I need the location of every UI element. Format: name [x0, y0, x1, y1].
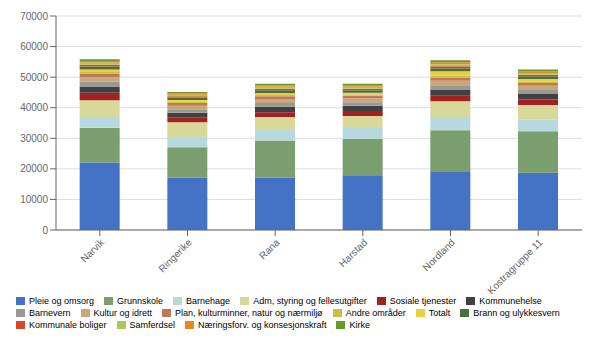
svg-text:40000: 40000 [20, 102, 48, 113]
html-text:Grunnskole: Grunnskole [117, 296, 164, 306]
html-text:Kultur og idrett: Kultur og idrett [93, 308, 153, 318]
html-text:Kommunale boliger: Kommunale boliger [29, 320, 107, 330]
html-text:Samferdsel: Samferdsel [129, 320, 176, 330]
html-text:Kommunehelse: Kommunehelse [479, 296, 542, 306]
html-text:Barnevern: Barnevern [29, 308, 71, 318]
svg-text:50000: 50000 [20, 72, 48, 83]
html-text:Brann og ulykkesvern: Brann og ulykkesvern [473, 308, 560, 318]
svg-text:Ringerike: Ringerike [156, 236, 194, 274]
svg-text:10000: 10000 [20, 194, 48, 205]
html-text:Næringsforv. og konsesjonskraf: Næringsforv. og konsesjonskraft [198, 320, 327, 330]
html-text:Andre områder: Andre områder [345, 308, 406, 318]
html-text:Plan, kulturminner, natur og n: Plan, kulturminner, natur og nærmiljø [175, 308, 323, 318]
svg-text:0: 0 [42, 225, 48, 236]
html-text:Totalt: Totalt [428, 308, 451, 318]
html-text:Kirke: Kirke [349, 320, 370, 330]
svg-text:70000: 70000 [20, 11, 48, 22]
html-text:Pleie og omsorg: Pleie og omsorg [29, 296, 94, 306]
svg-text:Nordland: Nordland [420, 237, 456, 273]
svg-text:Harstad: Harstad [337, 237, 370, 270]
svg-text:60000: 60000 [20, 41, 48, 52]
html-text:Barnehage: Barnehage [186, 296, 231, 306]
svg-text:20000: 20000 [20, 163, 48, 174]
html-text:Adm, styring og fellesutgifter: Adm, styring og fellesutgifter [253, 296, 367, 306]
svg-text:Rana: Rana [257, 236, 282, 261]
svg-text:Narvik: Narvik [78, 236, 107, 265]
svg-text:30000: 30000 [20, 133, 48, 144]
svg-text:Kostragruppe 11: Kostragruppe 11 [485, 236, 545, 296]
html-text:Sosiale tjenester: Sosiale tjenester [389, 296, 457, 306]
